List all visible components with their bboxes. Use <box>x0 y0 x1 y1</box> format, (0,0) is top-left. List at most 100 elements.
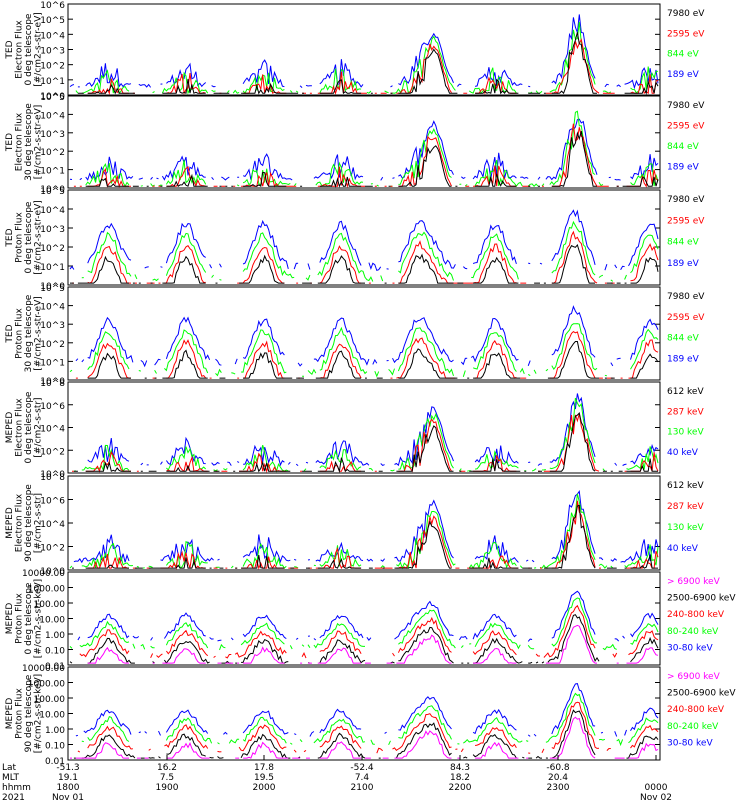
x-tick-hhmm: 0000 <box>645 783 668 793</box>
y-tick-label: 10.00 <box>39 711 65 721</box>
panel-7: 0.01 0.10 1.00 10.00 100.00 1000.00 10000.00 ME… <box>5 569 736 672</box>
time-row-label: hhmm <box>2 783 31 793</box>
y-tick-label: 10^4 <box>40 206 65 216</box>
x-tick-date: Nov 01 <box>52 793 84 800</box>
x-tick-date: Nov 02 <box>640 793 672 800</box>
x-tick-mlt: 19.1 <box>58 773 78 783</box>
legend-black: 612 keV <box>667 387 704 397</box>
panel-frame <box>67 666 661 761</box>
y-tick-label: 10^0 <box>40 92 65 102</box>
panel-frame <box>67 3 661 96</box>
y-tick-label: 10^8 <box>40 473 65 483</box>
x-tick-mlt: 19.5 <box>254 773 274 783</box>
y-tick-label: 10^5 <box>40 284 65 294</box>
panel-1: 10^0 10^1 10^2 10^3 10^4 10^5 10^6 TED Electron … <box>5 1 705 102</box>
y-axis-label: [#/cm2-s-str-keV] <box>34 674 44 753</box>
legend-black: 7980 eV <box>667 101 705 111</box>
legend-blue: 40 keV <box>667 448 699 458</box>
series-green-trace <box>69 323 659 378</box>
y-axis-label: TED <box>5 133 15 152</box>
y-axis-label: [#/cm2-s-str-eV] <box>34 12 44 87</box>
y-axis-label: Electron Flux <box>15 20 25 79</box>
legend-green: 844 eV <box>667 238 700 248</box>
series-blue-trace <box>75 683 659 737</box>
x-tick-hhmm: 2000 <box>253 783 276 793</box>
x-tick-lat: -51.3 <box>56 763 79 773</box>
legend-red: 2595 eV <box>667 313 705 323</box>
legend-black: 7980 eV <box>667 292 705 302</box>
legend-red: 287 keV <box>667 407 704 417</box>
y-tick-label: 10^2 <box>40 244 65 254</box>
series-black-trace <box>69 614 659 664</box>
series-black-trace <box>72 504 658 570</box>
y-axis-label: 30 deg telescope <box>24 294 34 372</box>
x-tick-hhmm: 2100 <box>351 783 374 793</box>
x-tick-lat: -60.8 <box>546 763 570 773</box>
y-tick-label: 10^1 <box>40 358 65 368</box>
panel-4: 10^0 10^1 10^2 10^3 10^4 10^5 TED Proton Flux 30… <box>5 284 705 387</box>
y-tick-label: 100.00 <box>34 695 66 705</box>
legend-red: 240-800 keV <box>667 705 725 715</box>
series-black-trace <box>85 130 659 188</box>
panel-frame <box>67 95 661 189</box>
y-tick-label: 10^1 <box>40 77 65 87</box>
series-blue-trace <box>75 305 659 368</box>
legend-blue: 189 eV <box>667 259 700 269</box>
y-tick-label: 1.00 <box>45 726 65 736</box>
y-tick-label: 10^6 <box>40 1 65 11</box>
y-axis-label: [#/cm2-s-str-keV] <box>34 579 44 658</box>
y-axis-label: 0 deg telescope <box>24 391 34 463</box>
y-axis-label: Proton Flux <box>15 593 25 644</box>
series-green-trace <box>69 597 659 651</box>
series-blue-trace <box>77 590 659 642</box>
y-axis-label: [#/cm2-s-str-eV] <box>34 105 44 180</box>
x-tick-lat: 16.2 <box>157 763 177 773</box>
time-row-label: Lat <box>2 763 17 773</box>
legend-blue: 30-80 keV <box>667 643 713 653</box>
panel-frame <box>67 571 661 666</box>
y-axis-label: Electron Flux <box>15 112 25 171</box>
y-axis-label: Proton Flux <box>15 688 25 739</box>
legend-black: 612 keV <box>667 481 704 491</box>
series-black-trace <box>87 341 659 379</box>
y-tick-label: 1.00 <box>45 631 65 641</box>
y-tick-label: 10^0 <box>40 185 65 195</box>
y-axis-label: 90 deg telescope <box>24 674 34 752</box>
y-tick-label: 10^5 <box>40 93 65 103</box>
panel-8: 0.01 0.10 1.00 10.00 100.00 1000.00 10000.00 ME… <box>5 664 736 767</box>
legend-green: 80-240 keV <box>667 722 719 732</box>
legend-green: 844 eV <box>667 142 700 152</box>
y-tick-label: 0.10 <box>45 742 65 752</box>
time-row-label: 2021 <box>2 793 25 800</box>
y-tick-label: 10^0 <box>40 567 65 577</box>
series-green-trace <box>81 692 659 747</box>
y-tick-label: 10^1 <box>40 167 65 177</box>
series-green-trace <box>81 220 659 282</box>
y-tick-label: 10^4 <box>40 425 65 435</box>
y-tick-label: 0.01 <box>45 662 65 672</box>
y-axis-label: TED <box>5 324 15 343</box>
x-tick-lat: 84.3 <box>450 763 470 773</box>
y-axis-label: MEPED <box>5 603 15 635</box>
y-tick-label: 10^2 <box>40 340 65 350</box>
panel-6: 10^0 10^2 10^4 10^6 10^8 MEPED Electron Flux 90… <box>5 473 704 577</box>
legend-green: 844 eV <box>667 50 700 60</box>
legend-black: 2500-6900 keV <box>667 689 736 699</box>
y-axis-label: MEPED <box>5 412 15 444</box>
series-black-trace <box>73 411 658 474</box>
y-axis-label: [#/cm2-s-str-eV] <box>34 200 44 275</box>
series-blue-trace <box>69 14 659 90</box>
legend-green: 130 keV <box>667 523 704 533</box>
series-blue-trace <box>69 209 659 272</box>
y-tick-label: 10^2 <box>40 62 65 72</box>
series-green-trace <box>69 493 659 570</box>
legend-magenta: > 6900 keV <box>667 577 721 587</box>
y-tick-label: 10^1 <box>40 263 65 273</box>
y-axis-label: Electron Flux <box>15 398 25 457</box>
y-tick-label: 10^2 <box>40 544 65 554</box>
y-axis-label: [#/cm2-s-str] <box>34 397 44 457</box>
series-magenta-trace <box>87 624 659 664</box>
x-tick-mlt: 18.2 <box>450 773 470 783</box>
